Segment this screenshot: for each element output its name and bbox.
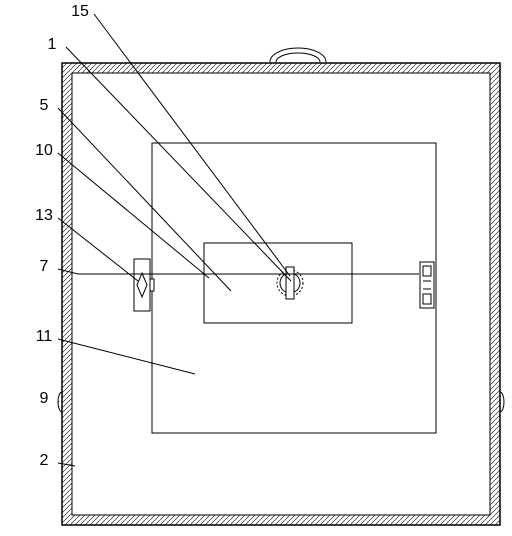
label-13: 13 — [35, 207, 53, 224]
left-latch — [134, 259, 150, 311]
panel-inner — [204, 243, 352, 323]
top-handle-inner — [276, 53, 320, 62]
hatch-right — [490, 73, 500, 515]
label-2: 2 — [40, 452, 49, 469]
label-9: 9 — [40, 390, 49, 407]
right-latch — [420, 262, 434, 308]
label-7: 7 — [40, 258, 49, 275]
left-latch-tab — [150, 279, 154, 291]
label-15: 15 — [71, 3, 89, 20]
label-1: 1 — [48, 36, 57, 53]
label-5: 5 — [40, 97, 49, 114]
hatch-top — [62, 63, 500, 73]
leader-9 — [58, 401, 59, 402]
label-11: 11 — [36, 328, 53, 345]
top-handle — [270, 48, 326, 62]
label-10: 10 — [35, 142, 53, 159]
hatch-left — [62, 73, 72, 515]
hatch-bottom — [62, 515, 500, 525]
